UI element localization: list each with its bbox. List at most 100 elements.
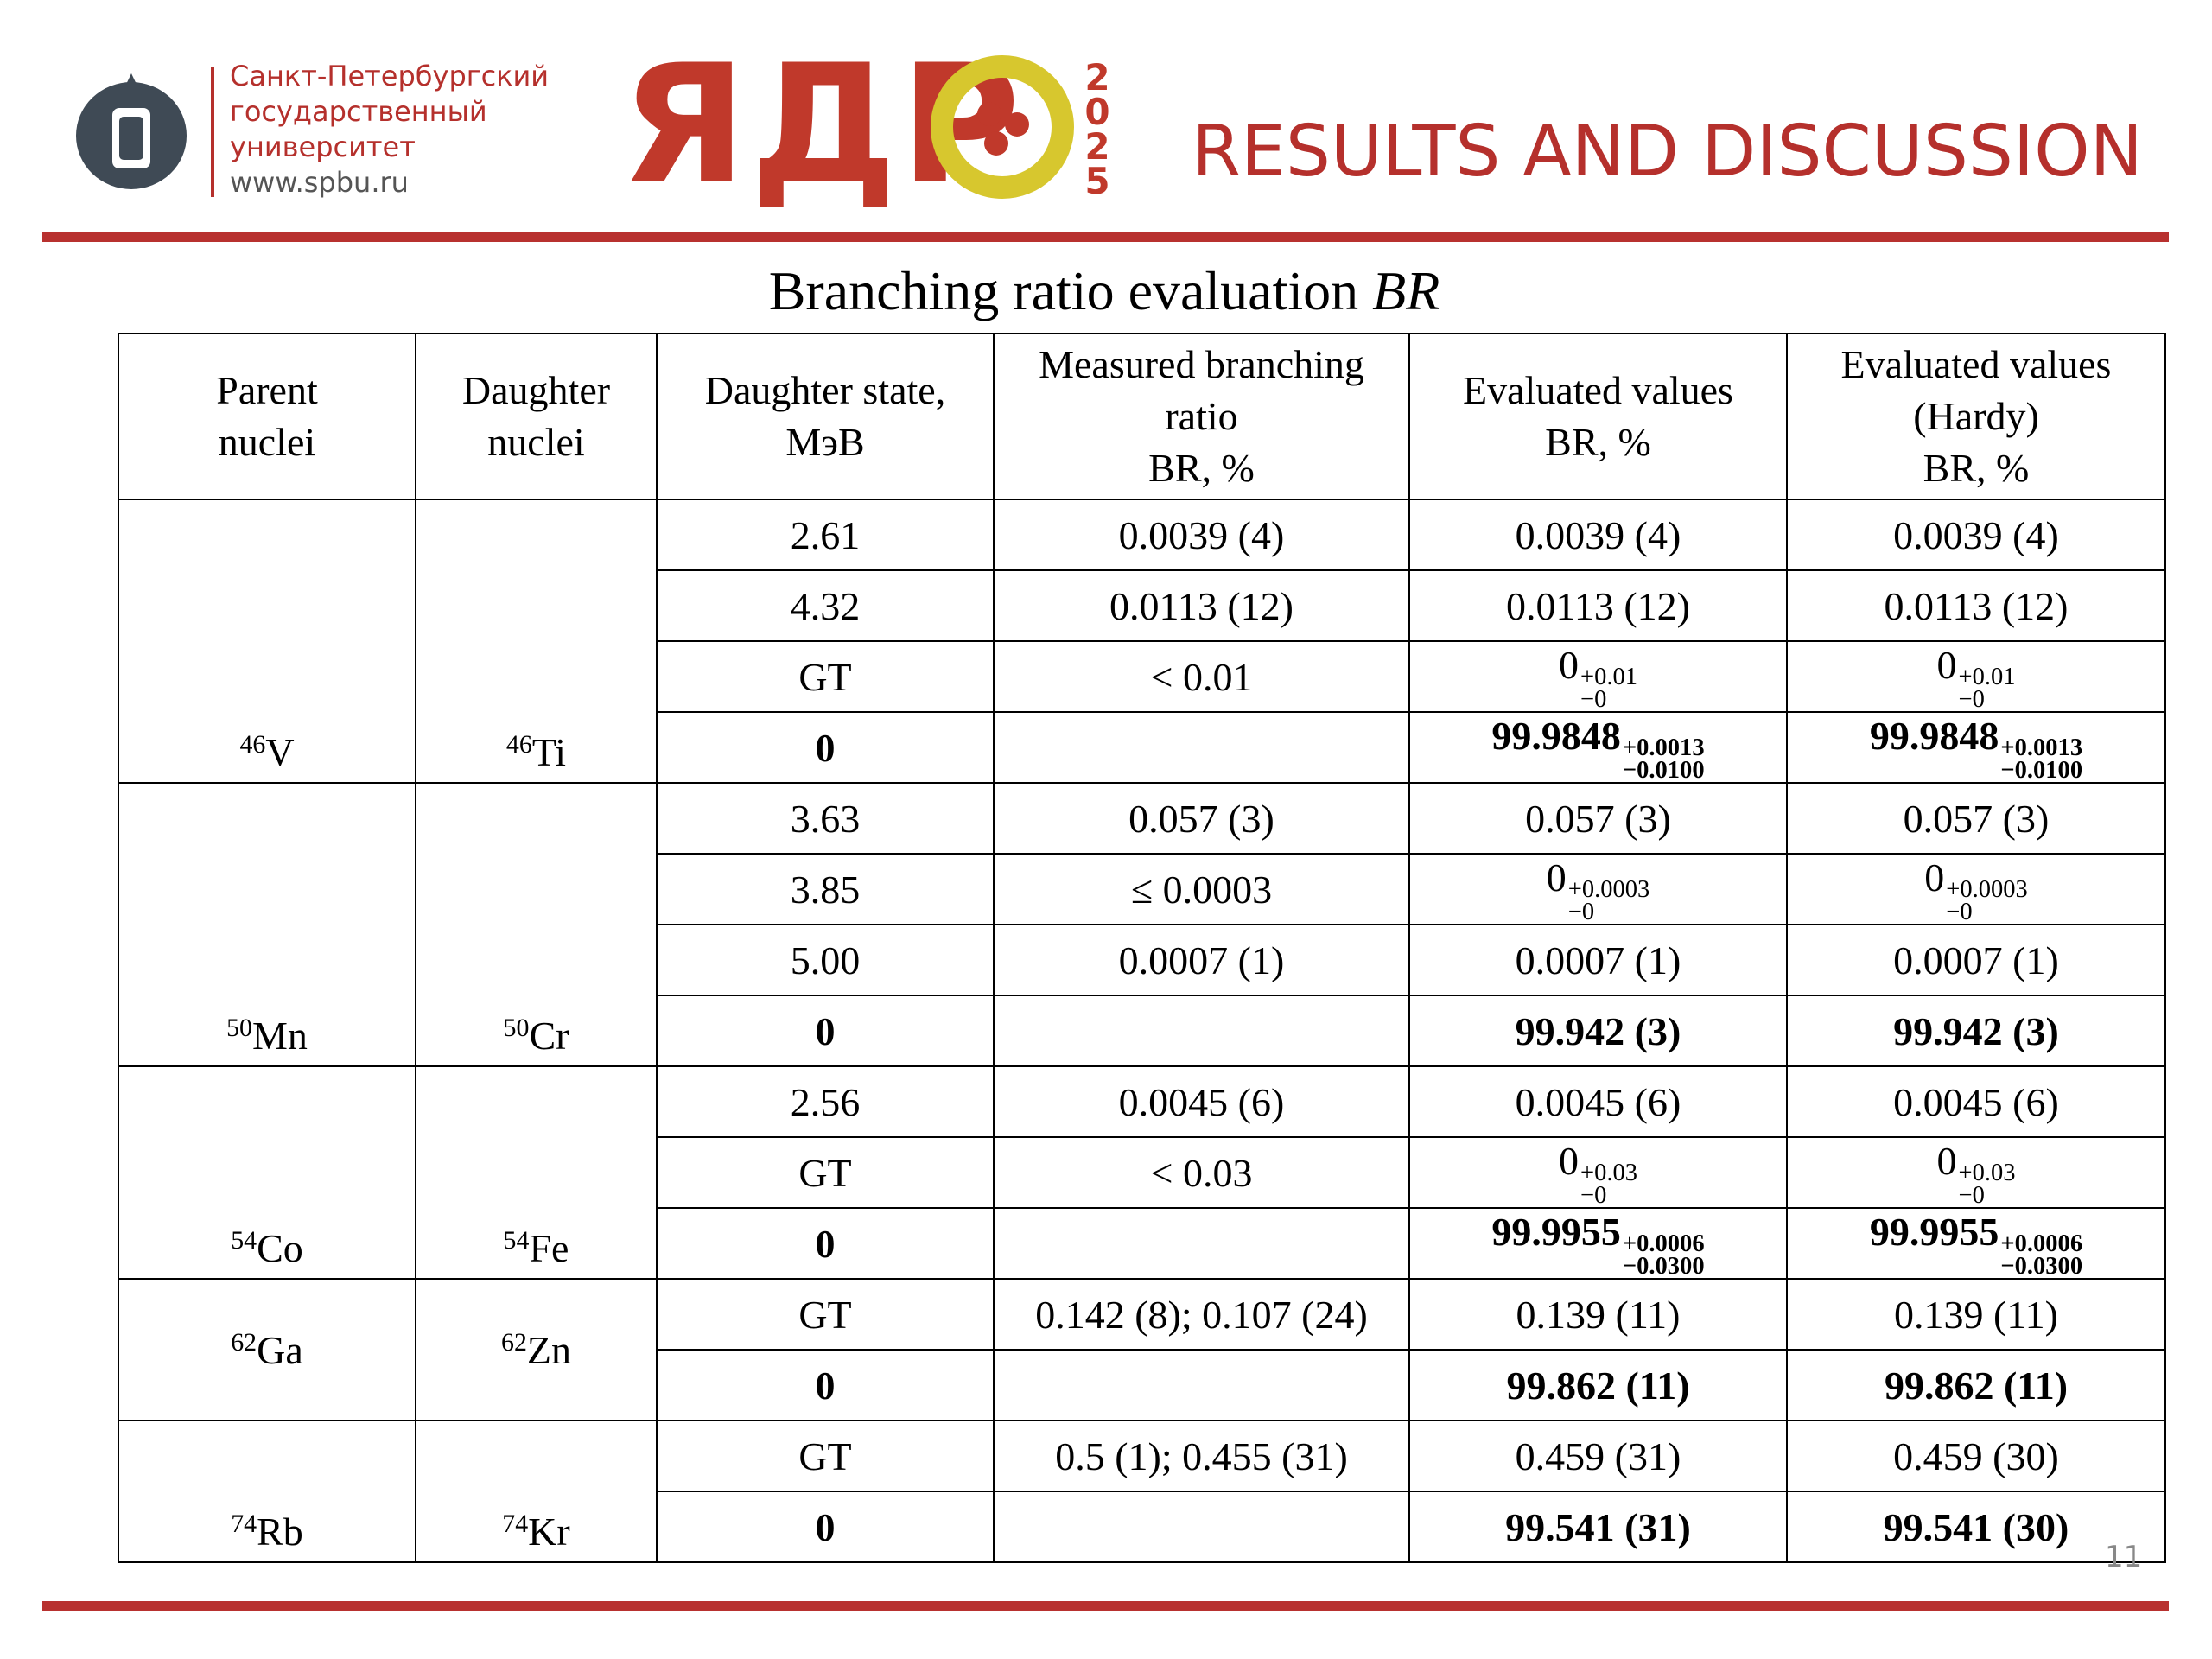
header-line: Evaluated values [1463, 368, 1733, 412]
state-cell: 0 [656, 1349, 995, 1421]
header-line: МэВ [785, 420, 865, 464]
cell-text: < 0.03 [1150, 1150, 1253, 1195]
cell-text: 0.0113 (12) [1506, 583, 1690, 628]
element: V [265, 730, 295, 774]
header-line: BR, % [1148, 446, 1255, 490]
cell-text: GT [798, 1150, 852, 1195]
header-line: BR, % [1545, 420, 1651, 464]
header-line: Evaluated values [1840, 342, 2112, 386]
cell-text: ≤ 0.0003 [1130, 867, 1273, 912]
cell-text: 0.139 (11) [1894, 1292, 2058, 1337]
logo-text: ЯДР [620, 29, 1024, 220]
state-cell: 0 [656, 1491, 995, 1563]
measured-cell: 0.5 (1); 0.455 (31) [993, 1420, 1410, 1492]
bottom-rule [42, 1601, 2169, 1611]
caption-text: Branching ratio evaluation [768, 260, 1359, 321]
university-line: государственный [230, 95, 487, 128]
mass-number: 54 [503, 1226, 530, 1255]
table-row: 0 99.942 (3) 99.942 (3) [118, 995, 2166, 1067]
cell-text: 0 [815, 1504, 836, 1549]
measured-cell: 0.142 (8); 0.107 (24) [993, 1278, 1410, 1351]
measured-cell: 0.057 (3) [993, 782, 1410, 855]
top-rule [42, 232, 2169, 242]
hardy-cell: 0.0045 (6) [1786, 1065, 2166, 1138]
table-row: 0 99.9955 +0.0006 −0.0300 99.9955 +0.0006 −0.0… [118, 1207, 2166, 1280]
measured-cell: 0.0007 (1) [993, 924, 1410, 996]
state-cell: 4.32 [656, 569, 995, 642]
hardy-cell: 0 +0.01 −0 [1786, 640, 2166, 714]
element: Zn [526, 1327, 571, 1372]
uncertainty: +0.0013 −0.0100 [2000, 736, 2082, 783]
uncertainty: +0.0006 −0.0300 [1623, 1232, 1705, 1279]
table-row: 62Ga 62Zn GT 0.142 (8); 0.107 (24) 0.139 (11… [118, 1278, 2166, 1421]
plus: +0.01 [1580, 664, 1637, 691]
cell-text: 5.00 [790, 938, 861, 982]
header-cell: Daughter nuclei [415, 333, 658, 500]
cell-text: 2.61 [790, 512, 861, 557]
evaluated-cell: 0 +0.0003 −0 [1408, 853, 1788, 925]
university-line: университет [230, 130, 416, 163]
uncertainty: +0.03 −0 [1580, 1160, 1637, 1208]
evaluated-cell: 0.0039 (4) [1408, 499, 1788, 571]
hardy-cell: 99.541 (30) [1786, 1491, 2166, 1563]
hardy-cell: 0.139 (11) [1786, 1278, 2166, 1351]
cell-text: 99.541 (31) [1505, 1504, 1691, 1549]
state-cell: 2.56 [656, 1065, 995, 1138]
hardy-cell: 99.862 (11) [1786, 1349, 2166, 1421]
table-row: 0 99.862 (11) 99.862 (11) [118, 1349, 2166, 1421]
value: 0 [1546, 855, 1567, 900]
cell-text: 0.0007 (1) [1118, 938, 1285, 982]
cell-text: 2.56 [790, 1079, 861, 1124]
year-digit: 2 [1084, 125, 1110, 168]
cell-text: GT [798, 1292, 852, 1337]
header-line: Daughter state, [704, 368, 946, 412]
header-line: nuclei [218, 420, 316, 464]
state-cell: GT [656, 1278, 995, 1351]
table: Parent nuclei Daughter nuclei Daughter state… [118, 333, 2166, 1563]
measured-cell [993, 995, 1410, 1067]
table-row: 5.00 0.0007 (1) 0.0007 (1) 0.0007 (1) [118, 924, 2166, 996]
state-cell: 0 [656, 995, 995, 1067]
element: Rb [257, 1510, 303, 1554]
measured-cell [993, 1207, 1410, 1280]
hardy-cell: 0 +0.0003 −0 [1786, 853, 2166, 925]
daughter-nuclei: 74Kr [415, 1420, 658, 1563]
page-number: 11 [2105, 1540, 2143, 1574]
state-cell: 0 [656, 711, 995, 784]
table-row: 50Mn 50Cr 3.63 0.057 (3) 0.057 (3) 0.057 (3) [118, 782, 2166, 1067]
header-line: (Hardy) [1913, 394, 2039, 438]
mass-number: 54 [231, 1226, 257, 1255]
uncertainty: +0.0003 −0 [1568, 878, 1650, 925]
cell-text: 0 [815, 1221, 836, 1266]
minus: −0 [1958, 686, 1985, 714]
uncertainty: +0.03 −0 [1959, 1161, 2016, 1208]
cell-text: GT [798, 654, 852, 699]
parent-nuclei: 50Mn [118, 782, 416, 1067]
element: Ti [531, 730, 567, 774]
plus: +0.03 [1580, 1160, 1637, 1187]
uncertainty: +0.0013 −0.0100 [1623, 736, 1705, 783]
cell-text: 0.0045 (6) [1893, 1079, 2059, 1124]
cell-text: 3.85 [790, 867, 861, 912]
mass-number: 74 [231, 1510, 257, 1539]
year-digit: 0 [1084, 91, 1110, 133]
header-line: Measured branching [1039, 342, 1364, 386]
element: Ga [257, 1327, 303, 1372]
cell-text: 0.459 (31) [1515, 1433, 1681, 1478]
hardy-cell: 0 +0.03 −0 [1786, 1136, 2166, 1209]
cell-text: 0.139 (11) [1516, 1292, 1681, 1337]
cell-text: 0.459 (30) [1893, 1433, 2059, 1478]
daughter-nuclei: 62Zn [415, 1278, 658, 1421]
cell-text: 0.0113 (12) [1884, 583, 2069, 628]
mass-number: 46 [505, 730, 532, 760]
hardy-cell: 0.0007 (1) [1786, 924, 2166, 996]
plus: +0.0006 [2000, 1230, 2083, 1258]
header-cell: Evaluated values BR, % [1408, 333, 1788, 500]
plus: +0.01 [1958, 664, 2016, 691]
university-line: www.spbu.ru [230, 166, 409, 199]
hardy-cell: 0.0113 (12) [1786, 569, 2166, 642]
header-cell: Evaluated values (Hardy) BR, % [1786, 333, 2166, 500]
evaluated-cell: 0.139 (11) [1408, 1278, 1788, 1351]
measured-cell [993, 1491, 1410, 1563]
